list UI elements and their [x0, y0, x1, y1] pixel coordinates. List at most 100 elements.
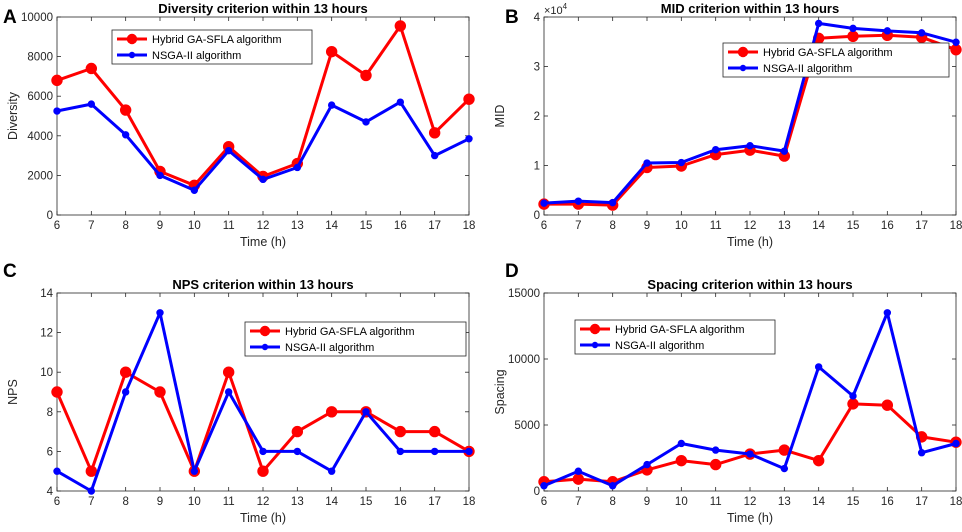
x-tick-label: 10 [675, 496, 688, 508]
data-point [814, 363, 823, 371]
x-tick-label: 6 [54, 496, 60, 508]
x-tick-label: 12 [257, 220, 270, 232]
series-line [55, 370, 470, 473]
data-point [608, 198, 617, 207]
legend-swatch-marker [589, 323, 601, 335]
legend-label: NSGA-II algorithm [763, 63, 852, 75]
x-tick-label: 10 [188, 496, 201, 508]
x-tick-label: 11 [223, 496, 235, 508]
y-tick-label: 0 [534, 486, 540, 498]
y-tick-label: 15000 [508, 288, 540, 300]
x-tick-label: 11 [710, 496, 722, 508]
data-point [881, 399, 894, 411]
x-tick-label: 15 [360, 496, 373, 508]
data-point [394, 425, 407, 438]
x-tick-label: 12 [744, 496, 757, 508]
data-point [883, 309, 892, 317]
data-point [259, 447, 267, 456]
data-point [814, 19, 823, 28]
data-point [430, 447, 439, 456]
legend-box [244, 321, 467, 357]
data-point [952, 439, 960, 448]
legend-box [574, 319, 776, 355]
series-nsga-ii [540, 309, 960, 490]
data-point [119, 104, 132, 116]
panel-letter: C [3, 261, 17, 282]
data-point [917, 449, 926, 457]
data-point [87, 100, 96, 108]
panel-c: C NPS criterion within 13 hours 6 7 8 9 10 11 12… [3, 261, 475, 525]
data-point [293, 163, 302, 172]
data-point [222, 366, 235, 378]
x-tick-label: 10 [188, 220, 201, 232]
x-tick-label: 15 [360, 220, 373, 232]
y-tick-label: 10 [40, 367, 53, 379]
x-tick-label: 16 [881, 220, 894, 232]
x-tick-label: 9 [644, 220, 650, 232]
y-tick-label: 14 [40, 288, 53, 300]
x-tick-label: 8 [122, 220, 128, 232]
x-tick-label: 14 [812, 220, 825, 232]
x-tick-label: 15 [847, 220, 860, 232]
x-tick-label: 17 [428, 220, 441, 232]
data-point [746, 142, 754, 150]
y-tick-label: 10000 [508, 354, 540, 366]
data-point [709, 458, 722, 471]
panel-a: A Diversity criterion within 13 hours 6 7 8 9… [3, 1, 475, 249]
legend-box [111, 29, 313, 65]
x-axis-label: Time (h) [727, 511, 773, 525]
data-point [396, 98, 405, 106]
x-tick-label: 11 [710, 220, 722, 232]
data-point [156, 309, 164, 317]
legend-label: Hybrid GA-SFLA algorithm [615, 324, 745, 336]
data-point [917, 29, 926, 37]
x-tick-label: 7 [575, 220, 581, 232]
legend-label: Hybrid GA-SFLA algorithm [285, 326, 415, 338]
data-point [121, 131, 130, 139]
y-tick-label: 4 [534, 12, 541, 24]
data-point [711, 446, 720, 454]
x-tick-label: 9 [157, 496, 163, 508]
data-point [643, 159, 651, 167]
legend-swatch-marker [591, 341, 599, 349]
data-point [540, 482, 548, 490]
data-point [780, 147, 789, 155]
x-tick-label: 9 [644, 496, 650, 508]
data-point [812, 454, 825, 467]
x-axis-label: Time (h) [727, 235, 773, 249]
data-point [119, 366, 132, 378]
data-point [53, 467, 61, 475]
data-point [675, 454, 688, 467]
data-point [883, 27, 892, 35]
x-tick-label: 16 [394, 220, 407, 232]
data-point [465, 135, 473, 143]
legend-swatch-marker [737, 46, 749, 58]
y-tick-label: 4 [47, 486, 54, 498]
data-point [293, 447, 302, 456]
x-tick-label: 16 [394, 496, 407, 508]
chart-title: Spacing criterion within 13 hours [647, 277, 852, 292]
y-tick-label: 1 [534, 161, 540, 173]
chart-title: Diversity criterion within 13 hours [158, 1, 368, 16]
data-point [677, 439, 686, 448]
x-tick-label: 10 [675, 220, 688, 232]
x-tick-label: 13 [291, 220, 304, 232]
x-tick-label: 11 [223, 220, 235, 232]
data-point [224, 388, 233, 396]
data-point [224, 146, 233, 155]
legend: Hybrid GA-SFLA algorithm NSGA-II algorith… [111, 29, 313, 65]
y-tick-label: 4000 [27, 131, 53, 143]
data-point [190, 467, 199, 475]
data-point [428, 127, 441, 139]
x-tick-label: 14 [325, 220, 338, 232]
data-point [463, 93, 475, 105]
y-axis-label: NPS [6, 379, 20, 405]
data-point [540, 199, 548, 207]
legend-swatch-marker [126, 33, 138, 45]
x-axis-label: Time (h) [240, 511, 286, 525]
data-point [430, 151, 439, 160]
data-point [291, 425, 304, 438]
x-tick-label: 16 [881, 496, 894, 508]
